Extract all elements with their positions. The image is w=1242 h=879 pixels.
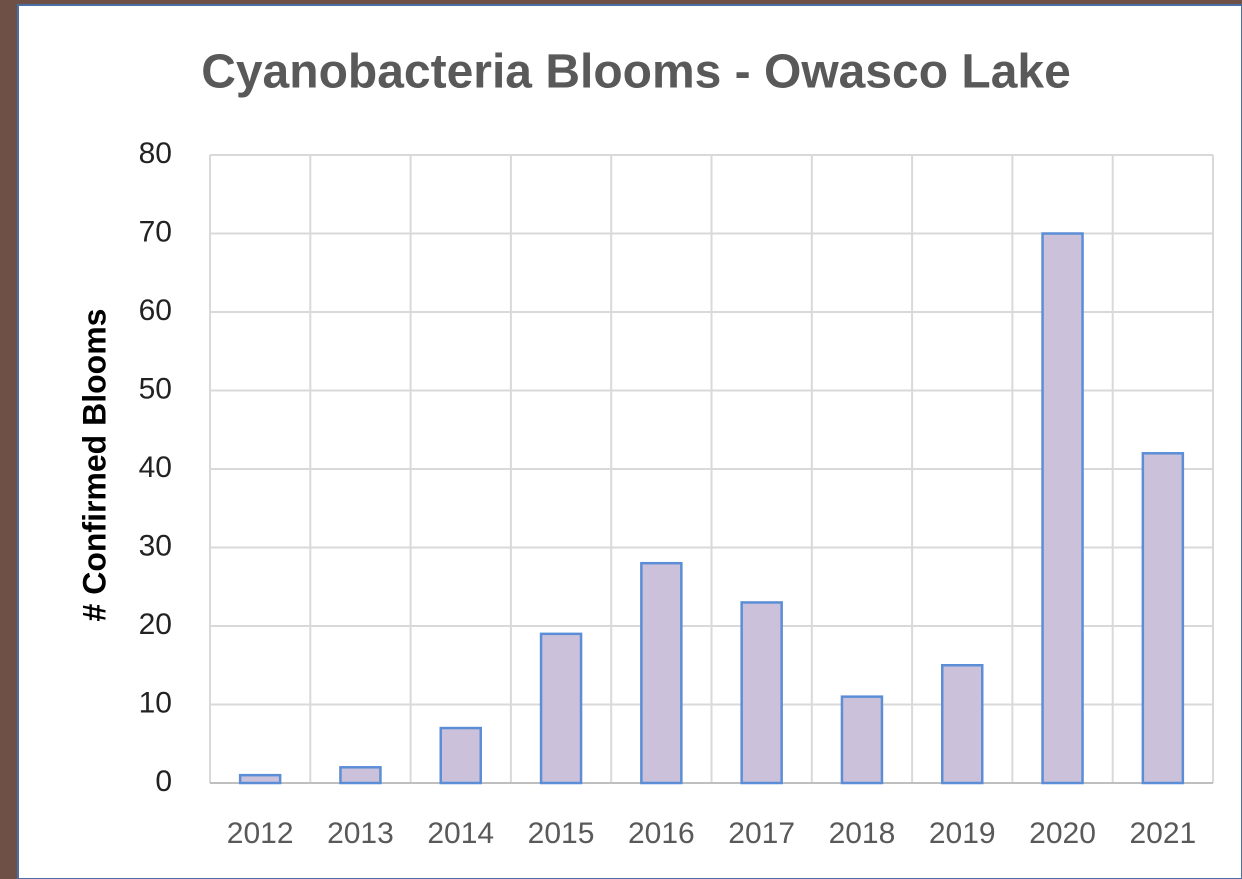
bar [1141,452,1185,785]
x-tick-label: 2016 [628,817,695,850]
x-tick-label: 2015 [528,817,595,850]
y-tick-label: 0 [155,765,172,798]
y-tick-label: 30 [139,529,172,562]
bar [840,695,884,785]
y-tick-label: 20 [139,608,172,641]
y-tick-label: 40 [139,451,172,484]
y-tick-label: 60 [139,294,172,327]
bar [1041,232,1084,785]
y-tick-label: 10 [139,686,172,719]
y-tick-label: 50 [139,372,172,405]
bar [941,664,984,785]
bar [238,773,282,785]
bar [339,766,382,785]
x-tick-label: 2017 [728,817,795,850]
bar [539,632,583,785]
bar [640,561,683,785]
x-tick-label: 2020 [1029,817,1096,850]
bar [439,726,482,785]
x-tick-label: 2019 [929,817,996,850]
x-tick-label: 2014 [427,817,494,850]
x-tick-label: 2018 [829,817,896,850]
chart-title: Cyanobacteria Blooms - Owasco Lake [201,46,1071,99]
bar [740,601,783,785]
y-tick-label: 70 [139,215,172,248]
y-tick-label: 80 [139,137,172,170]
x-tick-label: 2012 [227,817,294,850]
chart-panel [17,4,1242,879]
y-axis-label: # Confirmed Blooms [76,309,112,622]
x-tick-label: 2021 [1129,817,1196,850]
x-tick-label: 2013 [327,817,394,850]
